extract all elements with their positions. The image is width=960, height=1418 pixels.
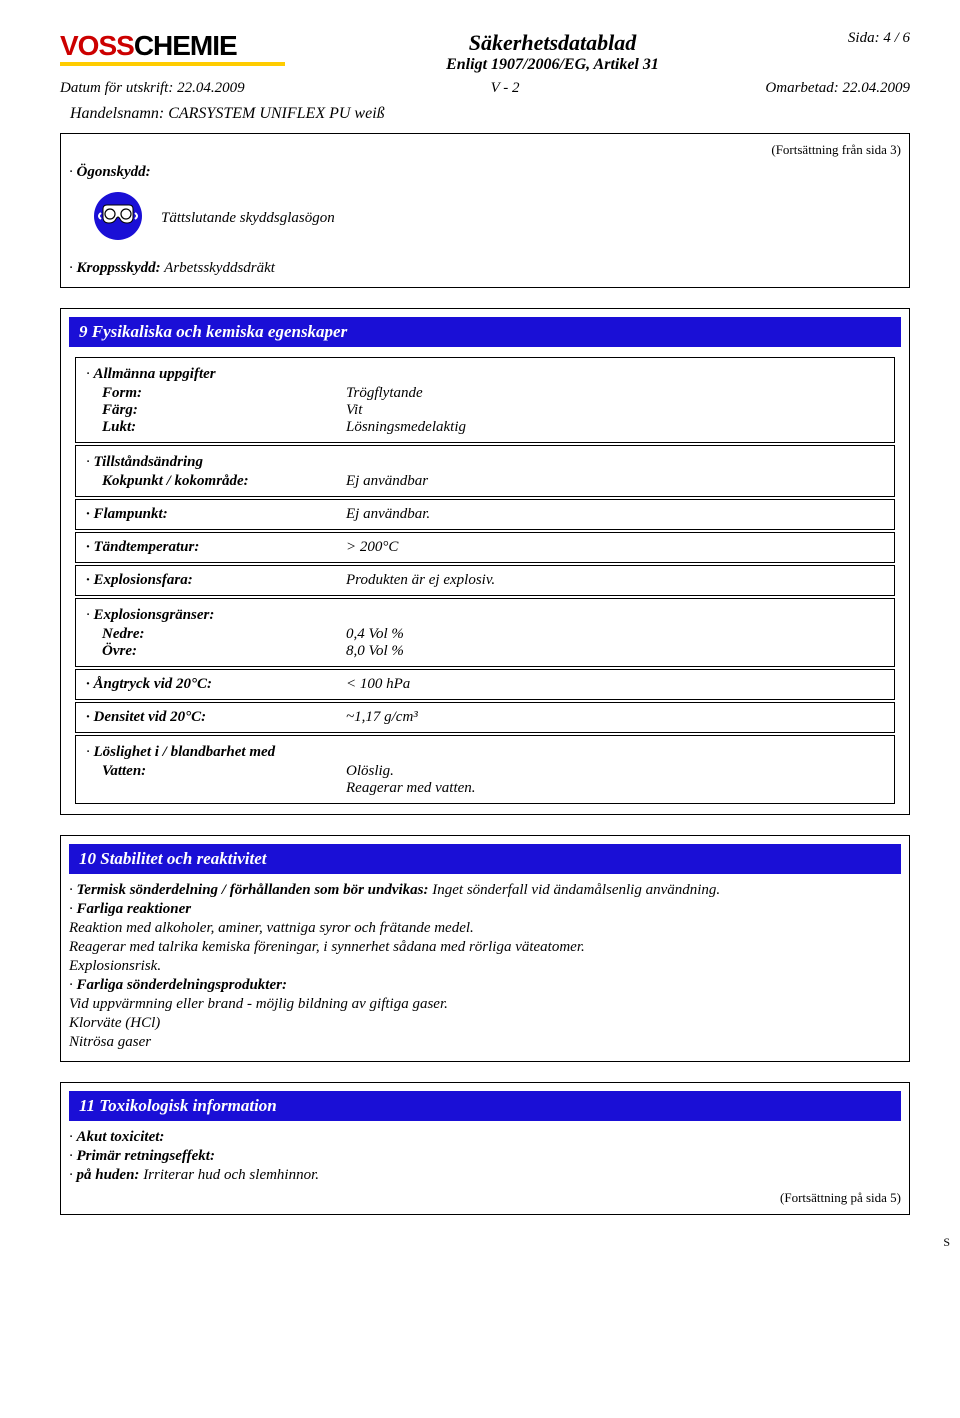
ignite-value: > 200°C [346,539,884,556]
goggles-row: Tättslutande skyddsglasögon [93,191,901,246]
vapor-value: < 100 hPa [346,676,884,693]
skin-key: på huden: [77,1167,140,1183]
goggles-icon [93,191,143,246]
react-key: Farliga reaktioner [77,901,192,917]
version: V - 2 [491,80,520,97]
decomp-line2: Klorväte (HCl) [69,1015,901,1032]
density-value: ~1,17 g/cm³ [346,709,884,726]
decomp-products-line: · Farliga sönderdelningsprodukter: [69,977,901,994]
upper-value: 8,0 Vol % [346,643,884,660]
skin-value: Irriterar hud och slemhinnor. [139,1167,319,1183]
thermal-key: Termisk sönderdelning / förhållanden som… [77,882,429,898]
trade-name: Handelsnamn: CARSYSTEM UNIFLEX PU weiß [70,105,910,123]
boiling-key: Kokpunkt / kokområde: [86,473,346,490]
meta-row: Datum för utskrift: 22.04.2009 V - 2 Oma… [60,80,910,97]
logo-underline [60,62,285,66]
density-key: Densitet vid 20°C: [94,709,207,725]
doc-subtitle: Enligt 1907/2006/EG, Artikel 31 [285,56,820,74]
odor-value: Lösningsmedelaktig [346,419,884,436]
flashpoint-row: · Flampunkt:Ej användbar. [75,499,895,530]
decomp-line1: Vid uppvärmning eller brand - möjlig bil… [69,996,901,1013]
explode-value: Produkten är ej explosiv. [346,572,884,589]
goggles-text: Tättslutande skyddsglasögon [161,210,335,227]
protection-box: (Fortsättning från sida 3) · Ögonskydd: … [60,133,910,288]
lower-value: 0,4 Vol % [346,626,884,643]
explosion-hazard-row: · Explosionsfara:Produkten är ej explosi… [75,565,895,596]
continued-to-note: (Fortsättning på sida 5) [69,1190,901,1206]
decomp-key: Farliga sönderdelningsprodukter: [77,977,287,993]
hazardous-reactions-line: · Farliga reaktioner [69,901,901,918]
react-line3: Explosionsrisk. [69,958,901,975]
general-info-row: · Allmänna uppgifter Form:Trögflytande F… [75,357,895,443]
vapor-pressure-row: · Ångtryck vid 20°C:< 100 hPa [75,669,895,700]
flash-key: Flampunkt: [94,506,168,522]
section9-header: 9 Fysikaliska och kemiska egenskaper [69,317,901,347]
section11-box: 11 Toxikologisk information · Akut toxic… [60,1082,910,1215]
doc-title-block: Säkerhetsdatablad Enligt 1907/2006/EG, A… [285,30,820,74]
logo-block: VOSSCHEMIE [60,30,285,66]
print-date: Datum för utskrift: 22.04.2009 [60,80,245,97]
explode-key: Explosionsfara: [94,572,193,588]
page-number: Sida: 4 / 6 [820,30,910,47]
water-key: Vatten: [86,763,346,780]
ignition-row: · Tändtemperatur:> 200°C [75,532,895,563]
eye-protection-label: Ögonskydd: [77,164,151,180]
acute-tox-line: · Akut toxicitet: [69,1129,901,1146]
logo-part1: VOSS [60,30,134,61]
continued-from-note: (Fortsättning från sida 3) [69,142,901,158]
color-key: Färg: [86,402,346,419]
odor-key: Lukt: [86,419,346,436]
color-value: Vit [346,402,884,419]
ignite-key: Tändtemperatur: [94,539,200,555]
revised-date: Omarbetad: 22.04.2009 [765,80,910,97]
explosion-limits-row: · Explosionsgränser: Nedre:0,4 Vol % Övr… [75,598,895,667]
thermal-line: · Termisk sönderdelning / förhållanden s… [69,882,901,899]
section11-header: 11 Toxikologisk information [69,1091,901,1121]
upper-key: Övre: [86,643,346,660]
s-mark: S [60,1235,950,1250]
irrit-key: Primär retningseffekt: [77,1148,215,1164]
props-container: · Allmänna uppgifter Form:Trögflytande F… [69,355,901,806]
section10-box: 10 Stabilitet och reaktivitet · Termisk … [60,835,910,1062]
logo-part2: CHEMIE [134,30,237,61]
eye-protection-line: · Ögonskydd: [69,164,901,181]
density-row: · Densitet vid 20°C:~1,17 g/cm³ [75,702,895,733]
acute-key: Akut toxicitet: [77,1129,165,1145]
general-label: Allmänna uppgifter [94,366,216,382]
form-value: Trögflytande [346,385,884,402]
state-change-label: Tillståndsändring [94,454,203,470]
body-protection-value: Arbetsskyddsdräkt [161,260,275,276]
logo: VOSSCHEMIE [60,30,285,62]
solubility-row: · Löslighet i / blandbarhet med Vatten:O… [75,735,895,804]
section10-header: 10 Stabilitet och reaktivitet [69,844,901,874]
body-protection-line: · Kroppsskydd: Arbetsskyddsdräkt [69,260,901,277]
irritation-line: · Primär retningseffekt: [69,1148,901,1165]
skin-line: · på huden: Irriterar hud och slemhinnor… [69,1167,901,1184]
water-value2: Reagerar med vatten. [346,780,884,797]
react-line2: Reagerar med talrika kemiska föreningar,… [69,939,901,956]
vapor-key: Ångtryck vid 20°C: [94,676,213,692]
state-change-row: · Tillståndsändring Kokpunkt / kokområde… [75,445,895,497]
thermal-value: Inget sönderfall vid ändamålsenlig använ… [429,882,721,898]
water-value1: Olöslig. [346,763,884,780]
lower-key: Nedre: [86,626,346,643]
flash-value: Ej användbar. [346,506,884,523]
boiling-value: Ej användbar [346,473,884,490]
body-protection-label: Kroppsskydd: [77,260,161,276]
doc-title: Säkerhetsdatablad [285,30,820,56]
limits-label: Explosionsgränser: [94,607,215,623]
react-line1: Reaktion med alkoholer, aminer, vattniga… [69,920,901,937]
header-row: VOSSCHEMIE Säkerhetsdatablad Enligt 1907… [60,30,910,74]
decomp-line3: Nitrösa gaser [69,1034,901,1051]
solubility-label: Löslighet i / blandbarhet med [94,744,276,760]
section9-box: 9 Fysikaliska och kemiska egenskaper · A… [60,308,910,815]
form-key: Form: [86,385,346,402]
